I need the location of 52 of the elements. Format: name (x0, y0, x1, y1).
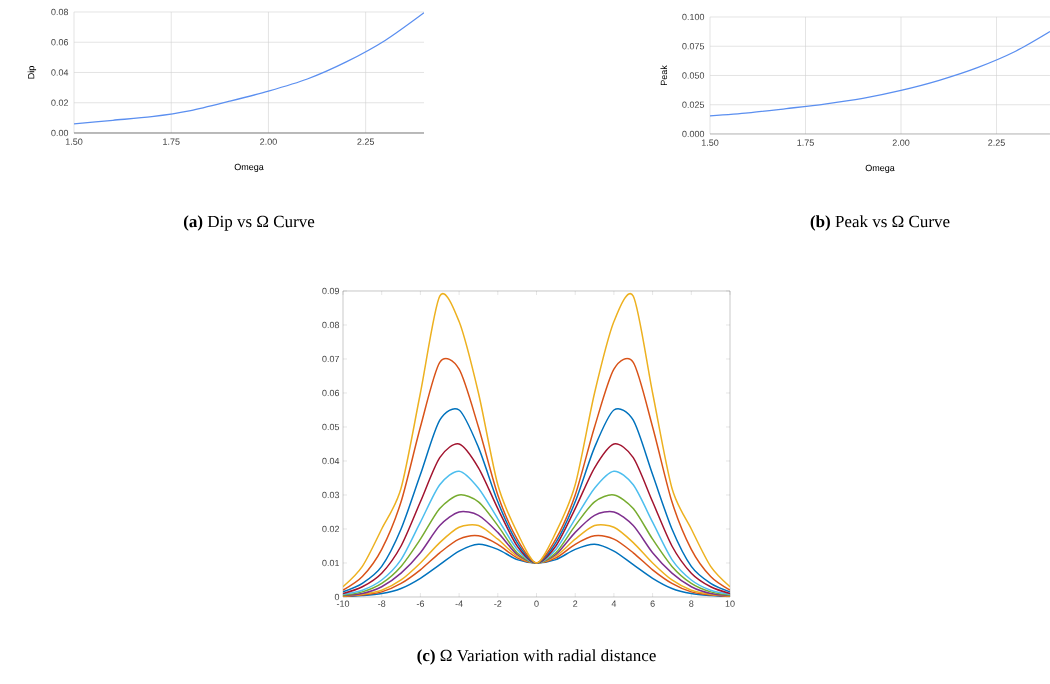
y-tick-label: 0.100 (682, 13, 705, 21)
line-series (710, 30, 1050, 117)
y-tick-label: 0.06 (322, 389, 340, 397)
x-tick-label: 2.25 (357, 138, 375, 145)
line-series (343, 470, 730, 596)
y-tick-label: 0.050 (682, 72, 705, 79)
x-tick-label: 8 (689, 600, 694, 607)
line-series (74, 12, 424, 125)
y-tick-label: 0.05 (322, 423, 340, 431)
y-tick-label: 0.01 (322, 559, 340, 567)
x-tick-label: 1.50 (701, 139, 719, 146)
line-series (343, 408, 730, 593)
x-tick-label: 2 (573, 600, 578, 607)
x-tick-label: 2.00 (260, 138, 277, 145)
x-tick-label: 1.50 (65, 138, 83, 145)
line-series (343, 494, 730, 597)
x-tick-label: 1.75 (163, 138, 180, 145)
x-tick-label: -8 (378, 600, 386, 607)
y-axis-title: Peak (660, 65, 668, 86)
y-axis-title: Dip (27, 66, 37, 79)
x-tick-label: -2 (494, 600, 502, 607)
x-tick-label: 10 (725, 600, 735, 607)
y-tick-label: 0.08 (322, 321, 340, 329)
x-tick-label: 2.25 (988, 139, 1005, 146)
x-tick-label: 1.75 (797, 139, 814, 146)
y-tick-label: 0.02 (322, 525, 340, 533)
x-tick-label: 6 (650, 600, 655, 607)
text: (a) Dip vs Ω Curve (183, 215, 315, 231)
line-series (343, 443, 730, 595)
x-tick-label: -6 (416, 600, 425, 607)
y-tick-label: 0.03 (322, 491, 340, 499)
text: (c) Ω Variation with radial distance (417, 649, 656, 665)
y-tick-label: 0.000 (682, 130, 705, 138)
x-tick-label: 2.00 (892, 139, 910, 146)
text: (b) Peak vs Ω Curve (810, 215, 950, 231)
x-axis-title: Omega (234, 163, 264, 172)
y-tick-label: 0.02 (51, 99, 69, 106)
y-tick-label: 0.04 (322, 457, 340, 465)
x-tick-label: -10 (336, 600, 350, 607)
y-tick-label: 0.025 (682, 101, 705, 108)
y-tick-label: 0.09 (322, 287, 340, 295)
y-tick-label: 0.08 (51, 8, 69, 16)
y-tick-label: 0 (334, 593, 340, 601)
y-tick-label: 0.04 (51, 69, 69, 76)
y-tick-label: 0.00 (51, 129, 69, 137)
x-tick-label: 0 (534, 600, 539, 607)
x-tick-label: 4 (611, 600, 617, 607)
x-tick-label: -4 (455, 600, 463, 607)
y-tick-label: 0.07 (322, 355, 340, 363)
y-tick-label: 0.06 (51, 39, 69, 46)
x-axis-title: Omega (865, 164, 895, 173)
y-tick-label: 0.075 (682, 43, 705, 50)
